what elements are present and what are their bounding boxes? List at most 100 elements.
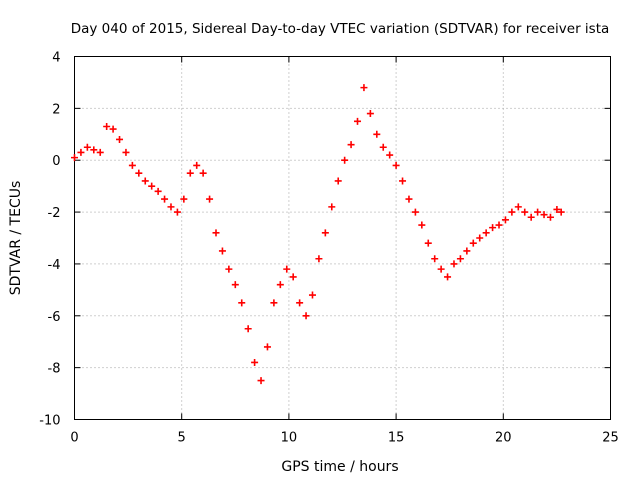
data-point: [399, 177, 407, 185]
data-point: [199, 169, 207, 177]
axis-ticks: [74, 56, 611, 420]
y-tick-label: 0: [52, 154, 60, 169]
data-point: [347, 141, 355, 149]
data-point: [418, 221, 426, 229]
data-point: [263, 343, 271, 351]
data-point: [373, 130, 381, 138]
data-point: [71, 154, 78, 162]
data-point: [218, 247, 226, 255]
y-tick-label: -10: [39, 414, 60, 429]
data-point: [251, 358, 259, 366]
data-point: [77, 148, 85, 156]
data-point: [341, 156, 349, 164]
grid: [74, 56, 611, 420]
data-point: [308, 291, 316, 299]
data-point: [238, 299, 246, 307]
x-tick-label: 15: [388, 431, 405, 446]
data-point: [270, 299, 278, 307]
data-point: [148, 182, 156, 190]
y-tick-label: 4: [52, 51, 60, 66]
x-axis-label: GPS time / hours: [281, 459, 398, 475]
data-point: [514, 203, 522, 211]
data-points: [71, 84, 565, 385]
data-point: [546, 213, 554, 221]
data-point: [128, 161, 136, 169]
x-tick-label: 25: [602, 431, 619, 446]
data-point: [167, 203, 175, 211]
data-point: [495, 221, 503, 229]
data-point: [534, 208, 542, 216]
x-tick-label: 20: [495, 431, 512, 446]
data-point: [527, 213, 535, 221]
data-point: [186, 169, 194, 177]
data-point: [206, 195, 214, 203]
x-tick-label: 0: [70, 431, 78, 446]
data-point: [379, 143, 387, 151]
data-point: [83, 143, 91, 151]
data-point: [225, 265, 233, 273]
data-point: [463, 247, 471, 255]
data-point: [321, 229, 329, 237]
data-point: [141, 177, 149, 185]
data-point: [90, 146, 98, 154]
x-tick-labels: 0 5 10 15 20 25: [70, 431, 618, 446]
data-point: [135, 169, 143, 177]
data-point: [386, 151, 394, 159]
plot-frame: [74, 56, 611, 420]
data-point: [469, 239, 477, 247]
data-point: [557, 208, 565, 216]
data-point: [173, 208, 181, 216]
data-point: [161, 195, 169, 203]
data-point: [103, 123, 111, 131]
data-point: [315, 255, 323, 263]
data-point: [96, 148, 104, 156]
data-point: [431, 255, 439, 263]
y-tick-label: -8: [48, 362, 61, 377]
data-point: [154, 187, 162, 195]
data-point: [276, 281, 284, 289]
data-point: [437, 265, 445, 273]
data-point: [109, 125, 117, 133]
data-point: [244, 325, 252, 333]
data-point: [193, 161, 201, 169]
data-point: [456, 255, 464, 263]
data-point: [424, 239, 432, 247]
data-point: [334, 177, 342, 185]
y-tick-label: -6: [48, 310, 61, 325]
y-axis-label: SDTVAR / TECUs: [8, 181, 24, 296]
x-tick-label: 5: [178, 431, 186, 446]
data-point: [366, 110, 374, 118]
data-point: [392, 161, 400, 169]
data-point: [405, 195, 413, 203]
data-point: [122, 148, 130, 156]
data-point: [283, 265, 291, 273]
data-point: [289, 273, 297, 281]
data-point: [231, 281, 239, 289]
data-point: [302, 312, 310, 320]
data-point: [553, 205, 561, 213]
data-point: [328, 203, 336, 211]
y-tick-label: 2: [52, 102, 60, 117]
data-point: [540, 211, 548, 219]
data-point: [476, 234, 484, 242]
data-point: [521, 208, 529, 216]
data-point: [501, 216, 509, 224]
y-tick-label: -4: [48, 258, 61, 273]
data-point: [296, 299, 304, 307]
data-point: [450, 260, 458, 268]
data-point: [180, 195, 188, 203]
y-tick-label: -2: [48, 206, 61, 221]
data-point: [482, 229, 490, 237]
data-point: [257, 377, 265, 385]
data-point: [489, 224, 497, 232]
data-point: [508, 208, 516, 216]
data-point: [411, 208, 419, 216]
data-point: [354, 117, 362, 125]
data-point: [360, 84, 368, 92]
chart-title: Day 040 of 2015, Sidereal Day-to-day VTE…: [71, 21, 610, 37]
data-point: [444, 273, 452, 281]
x-tick-label: 10: [281, 431, 298, 446]
y-tick-labels: -10 -8 -6 -4 -2 0 2 4: [39, 51, 60, 429]
data-point: [212, 229, 220, 237]
